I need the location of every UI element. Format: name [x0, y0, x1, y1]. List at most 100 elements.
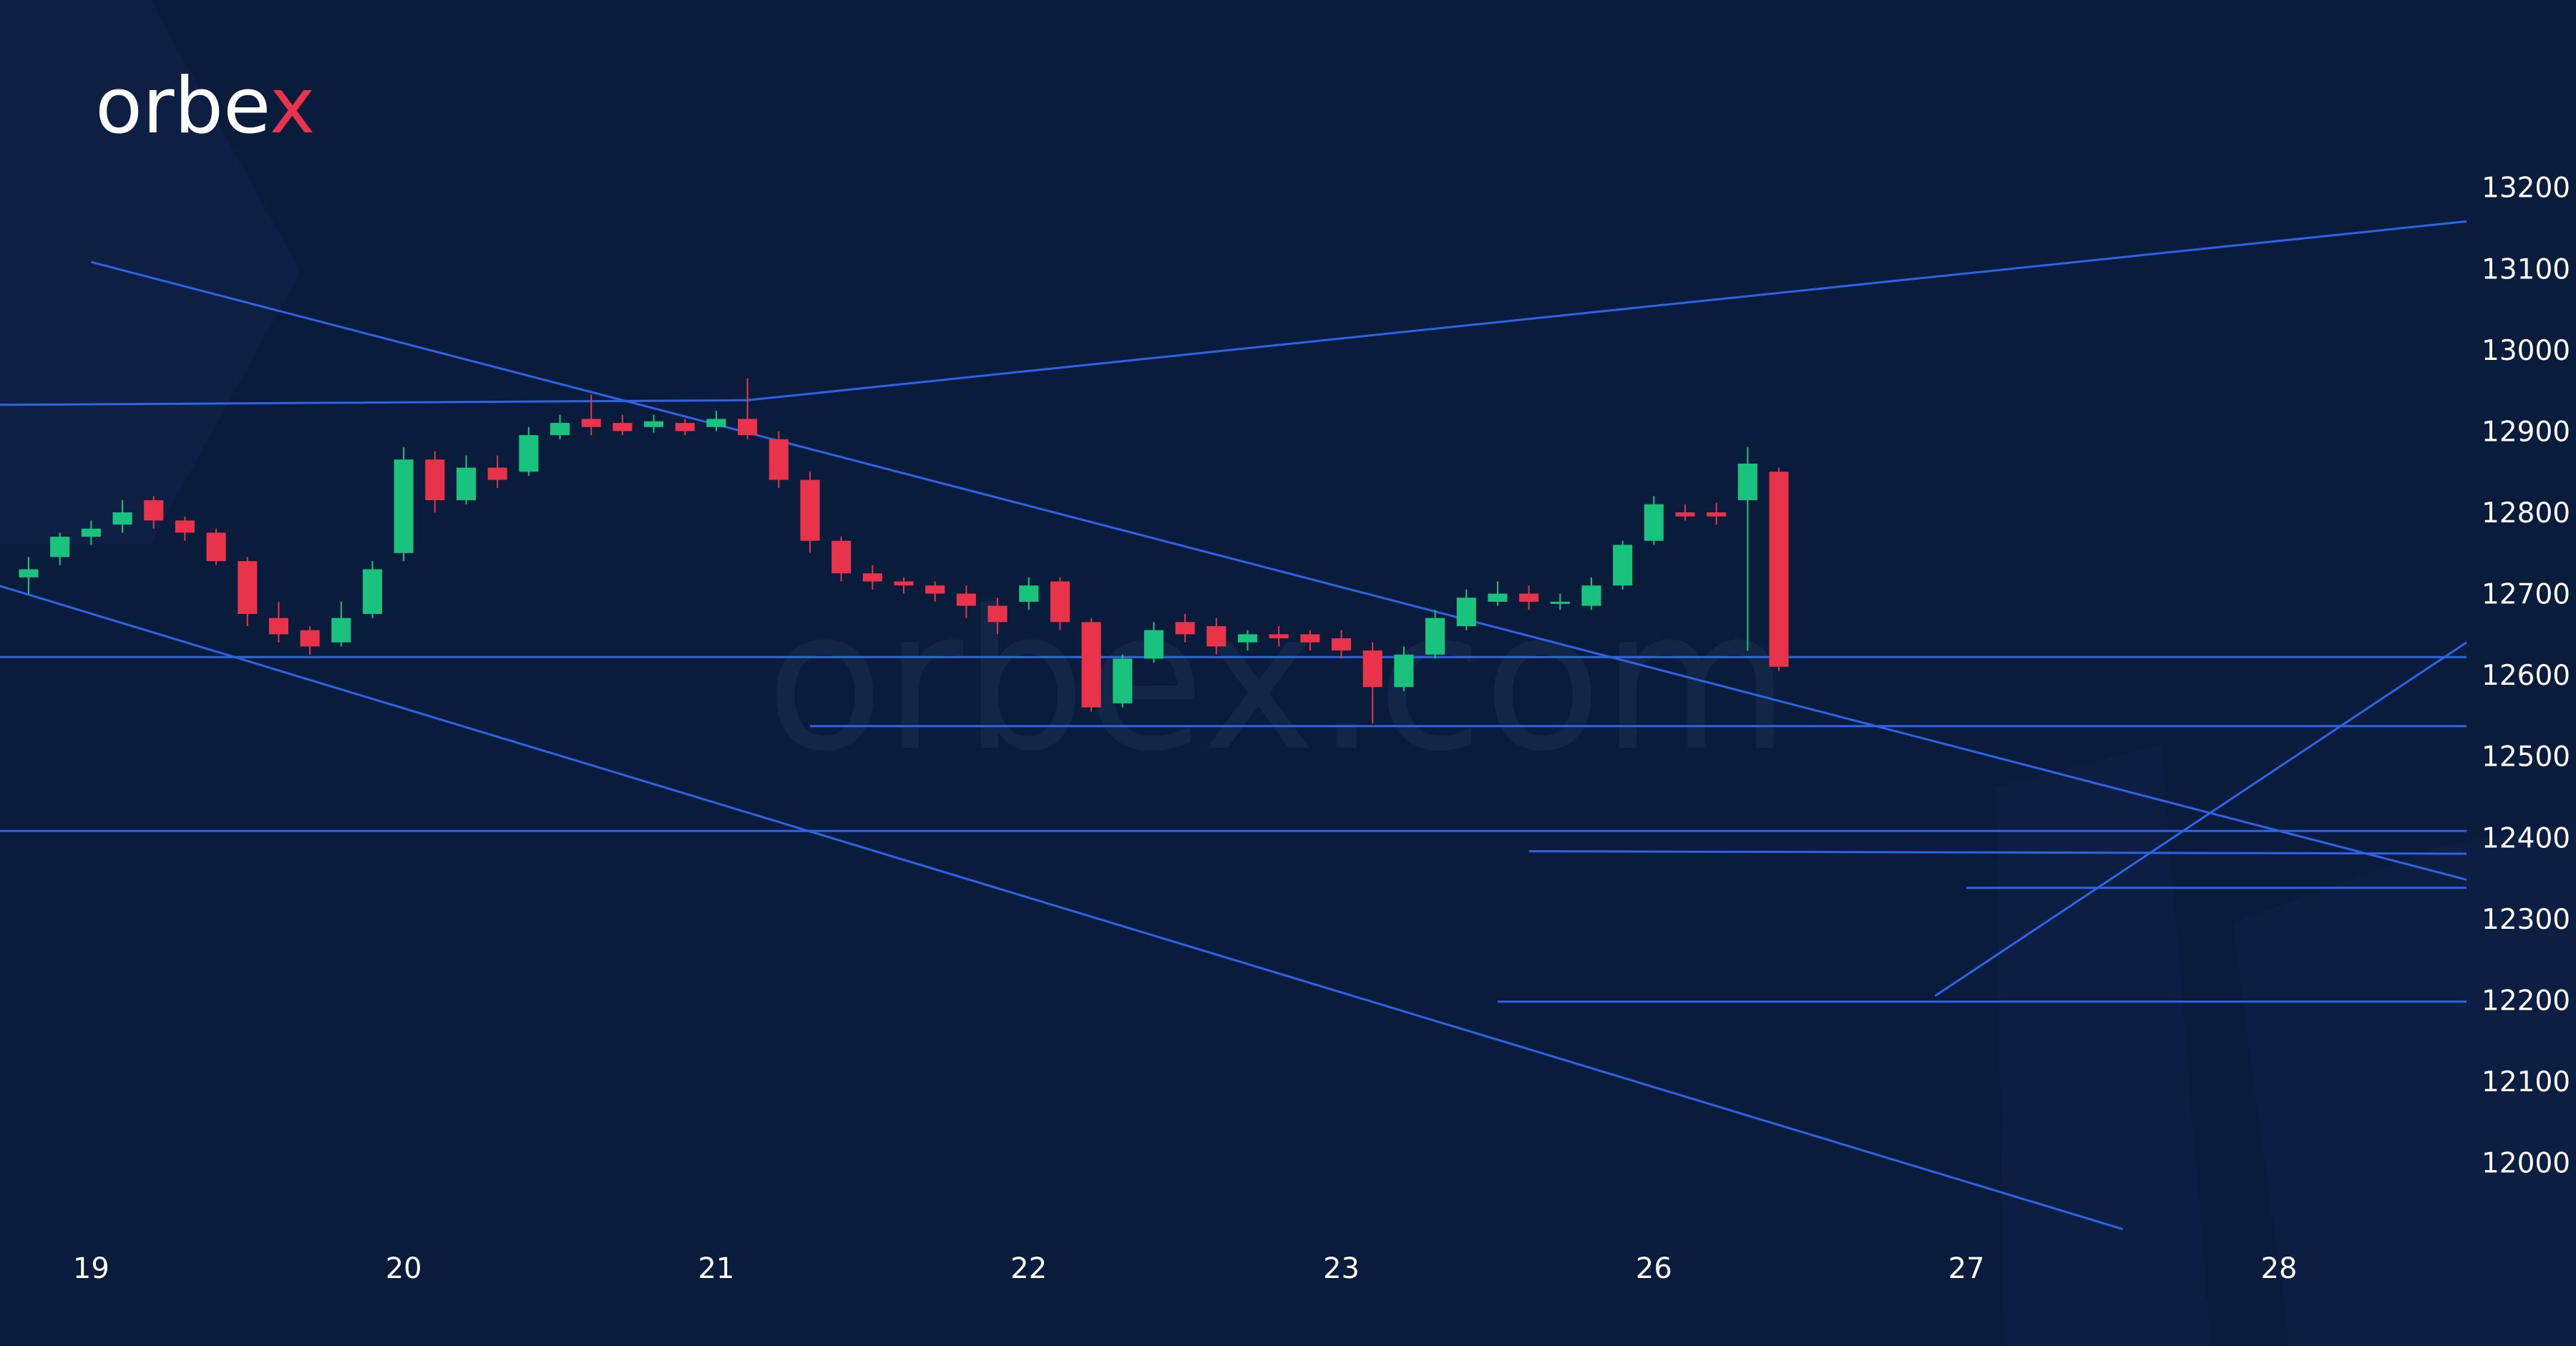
x-tick-label-27: 27: [1948, 1252, 1985, 1285]
candle-body-10: [331, 618, 351, 643]
y-tick-label-12600: 12600: [2482, 660, 2570, 692]
x-tick-label-22: 22: [1010, 1252, 1047, 1285]
candle-25: [800, 472, 820, 553]
y-tick-label-13200: 13200: [2482, 172, 2570, 205]
candle-body-52: [1644, 504, 1664, 541]
candle-50: [1581, 577, 1601, 610]
price-axis: 12000 12100 12200 12300 12400 12500 12600 12700…: [2482, 172, 2570, 1180]
candle-0: [19, 557, 39, 594]
candle-body-37: [1175, 622, 1195, 635]
candle-body-35: [1113, 658, 1133, 703]
trend-line-9: [1934, 641, 2467, 998]
candle-2: [81, 520, 101, 545]
candle-body-5: [175, 520, 195, 533]
candle-52: [1644, 496, 1664, 545]
candle-body-36: [1143, 630, 1164, 659]
candle-body-20: [644, 421, 664, 427]
candle-39: [1237, 630, 1258, 651]
candle-44: [1394, 646, 1414, 691]
candle-body-44: [1394, 654, 1414, 688]
y-tick-label-12800: 12800: [2482, 497, 2570, 530]
candle-40: [1269, 626, 1289, 647]
candle-body-51: [1613, 545, 1633, 586]
logo-text-main: orbe: [95, 62, 270, 151]
candle-body-21: [675, 423, 695, 431]
candle-body-43: [1362, 650, 1382, 688]
candle-24: [769, 431, 789, 488]
candle-31: [987, 598, 1008, 635]
trend-line-1: [91, 260, 2467, 881]
bg-chevron-right: [1996, 744, 2211, 1346]
candle-body-3: [112, 512, 132, 525]
candle-55: [1737, 447, 1757, 651]
candles: [19, 378, 1789, 724]
logo: orbex: [95, 62, 316, 151]
candle-body-56: [1769, 472, 1789, 667]
candle-body-31: [987, 605, 1008, 623]
candle-47: [1488, 581, 1508, 606]
logo-text: orbex: [95, 62, 316, 151]
x-tick-label-19: 19: [73, 1252, 109, 1285]
candle-body-39: [1237, 634, 1258, 643]
candle-body-47: [1488, 593, 1508, 602]
candle-body-38: [1206, 626, 1226, 647]
candle-body-11: [362, 569, 383, 614]
candle-body-2: [81, 528, 101, 537]
candle-body-30: [956, 593, 976, 606]
y-tick-label-12000: 12000: [2482, 1148, 2570, 1180]
candle-body-25: [800, 479, 820, 541]
candle-21: [675, 419, 695, 436]
candle-36: [1143, 622, 1164, 663]
y-tick-label-12400: 12400: [2482, 822, 2570, 854]
trend-line-2: [0, 585, 2123, 1231]
y-tick-label-13000: 13000: [2482, 335, 2570, 367]
candle-54: [1707, 502, 1727, 525]
candle-body-8: [268, 618, 288, 635]
candle-body-17: [550, 423, 570, 436]
candle-body-53: [1675, 512, 1695, 517]
candle-9: [300, 626, 320, 655]
candle-body-19: [613, 423, 633, 431]
candle-body-13: [425, 459, 445, 500]
candle-45: [1425, 610, 1445, 659]
candle-23: [738, 378, 758, 439]
candle-32: [1019, 577, 1039, 610]
y-tick-label-13100: 13100: [2482, 253, 2570, 286]
candle-48: [1519, 585, 1539, 610]
candle-33: [1050, 577, 1070, 630]
logo-text-accent: x: [270, 62, 316, 151]
candle-body-49: [1550, 601, 1570, 604]
y-tick-label-12700: 12700: [2482, 579, 2570, 611]
candle-20: [644, 414, 664, 433]
candle-body-33: [1050, 581, 1070, 623]
candle-46: [1456, 589, 1476, 630]
candle-30: [956, 585, 976, 618]
candle-29: [925, 581, 945, 602]
candle-38: [1206, 618, 1226, 655]
candle-41: [1300, 630, 1320, 651]
candle-4: [144, 496, 164, 529]
candle-13: [425, 451, 445, 512]
candle-body-46: [1456, 598, 1476, 626]
candle-27: [862, 565, 882, 590]
candle-body-7: [238, 561, 258, 614]
trend-line-6: [1528, 850, 2467, 855]
candle-16: [519, 426, 539, 476]
candle-49: [1550, 593, 1570, 610]
candle-12: [394, 447, 414, 562]
candle-17: [550, 414, 570, 439]
candle-body-26: [831, 540, 852, 574]
y-tick-label-12100: 12100: [2482, 1066, 2570, 1098]
candle-26: [831, 537, 852, 582]
trend-line-0: [0, 220, 2467, 406]
watermark: orbex.com: [766, 568, 1790, 794]
candle-34: [1081, 618, 1101, 712]
candle-51: [1613, 540, 1633, 590]
candle-body-32: [1019, 585, 1039, 602]
candle-body-12: [394, 459, 414, 553]
x-tick-label-21: 21: [698, 1252, 734, 1285]
candle-10: [331, 601, 351, 647]
candle-body-14: [456, 467, 477, 500]
